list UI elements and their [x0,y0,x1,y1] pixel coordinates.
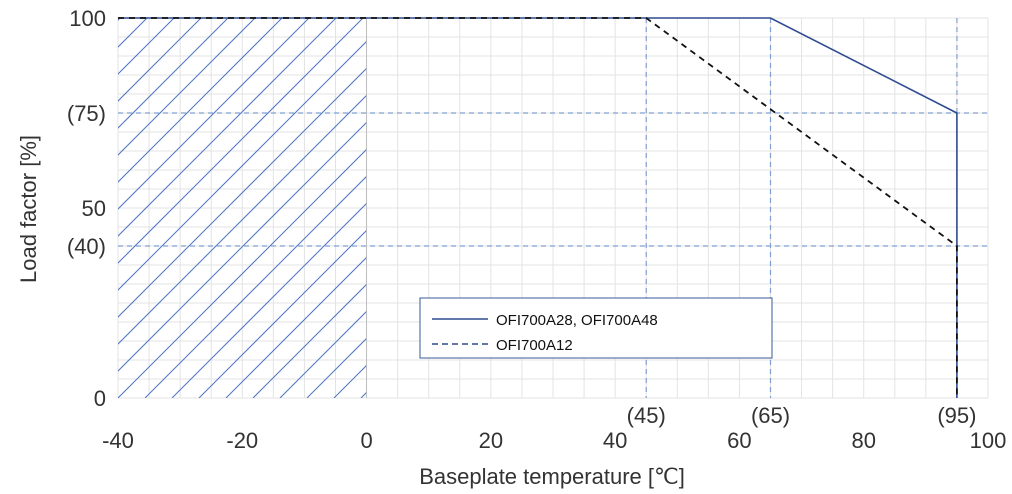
x-tick-label: 80 [851,428,875,453]
hatch-line [847,0,1012,398]
x-marker-label: (65) [751,403,790,428]
hatch-line [118,94,367,345]
x-marker-label: (95) [937,403,976,428]
hatch-line [118,67,367,318]
y-tick-label: 100 [69,6,106,31]
hatch-line [0,0,4,398]
y-tick-label: (75) [67,101,106,126]
hatch-line [739,0,1012,398]
legend-box [419,297,773,359]
x-tick-label: 0 [360,428,372,453]
y-tick-label: 0 [94,386,106,411]
hatch-line [279,310,367,398]
hatch-line [118,18,283,183]
y-axis-ticks: 100 (75) 50 (40) 0 [67,6,106,411]
hatch-line [0,0,85,398]
x-tick-label: 100 [970,428,1007,453]
hatch-line [118,121,367,372]
hatch-line [793,0,1012,398]
x-tick-label: -40 [102,428,134,453]
hatch-line [118,18,175,75]
x-marker-label: (45) [627,403,666,428]
hatch-line [118,18,310,210]
hatch-line [144,175,367,398]
hatch-line [118,18,229,129]
reference-lines [118,18,988,398]
hatch-line [118,18,337,237]
x-axis-ticks: -40 -20 0 20 40 60 80 100 [102,428,1006,453]
hatch-line [118,18,364,264]
x-tick-label: -20 [226,428,258,453]
legend: OFI700A28, OFI700A48 OFI700A12 [419,297,773,359]
hatch-line [225,256,367,398]
hatch-line [198,229,367,398]
x-tick-label: 40 [603,428,627,453]
x-tick-label: 20 [479,428,503,453]
legend-label-2: OFI700A12 [496,337,573,354]
hatch-line [955,0,1012,398]
hatch-line [118,40,367,291]
y-axis-title: Load factor [%] [16,135,41,283]
x-tick-label: 60 [727,428,751,453]
series-lines [118,17,958,398]
hatch-line [820,0,1012,398]
series-line-1 [118,17,958,398]
hatch-line [982,0,1012,398]
x-marker-labels: (45) (65) (95) [627,403,977,428]
series-line-2 [118,17,958,398]
hatch-line [928,0,1012,398]
hatch-line [118,148,367,398]
hatched-region [0,0,1012,398]
hatch-line [171,202,367,398]
hatch-line [252,283,367,398]
x-axis-title: Baseplate temperature [℃] [419,464,685,489]
hatch-line [766,0,1012,398]
legend-label-1: OFI700A28, OFI700A48 [496,312,658,329]
y-tick-label: 50 [82,196,106,221]
y-tick-label: (40) [67,234,106,259]
